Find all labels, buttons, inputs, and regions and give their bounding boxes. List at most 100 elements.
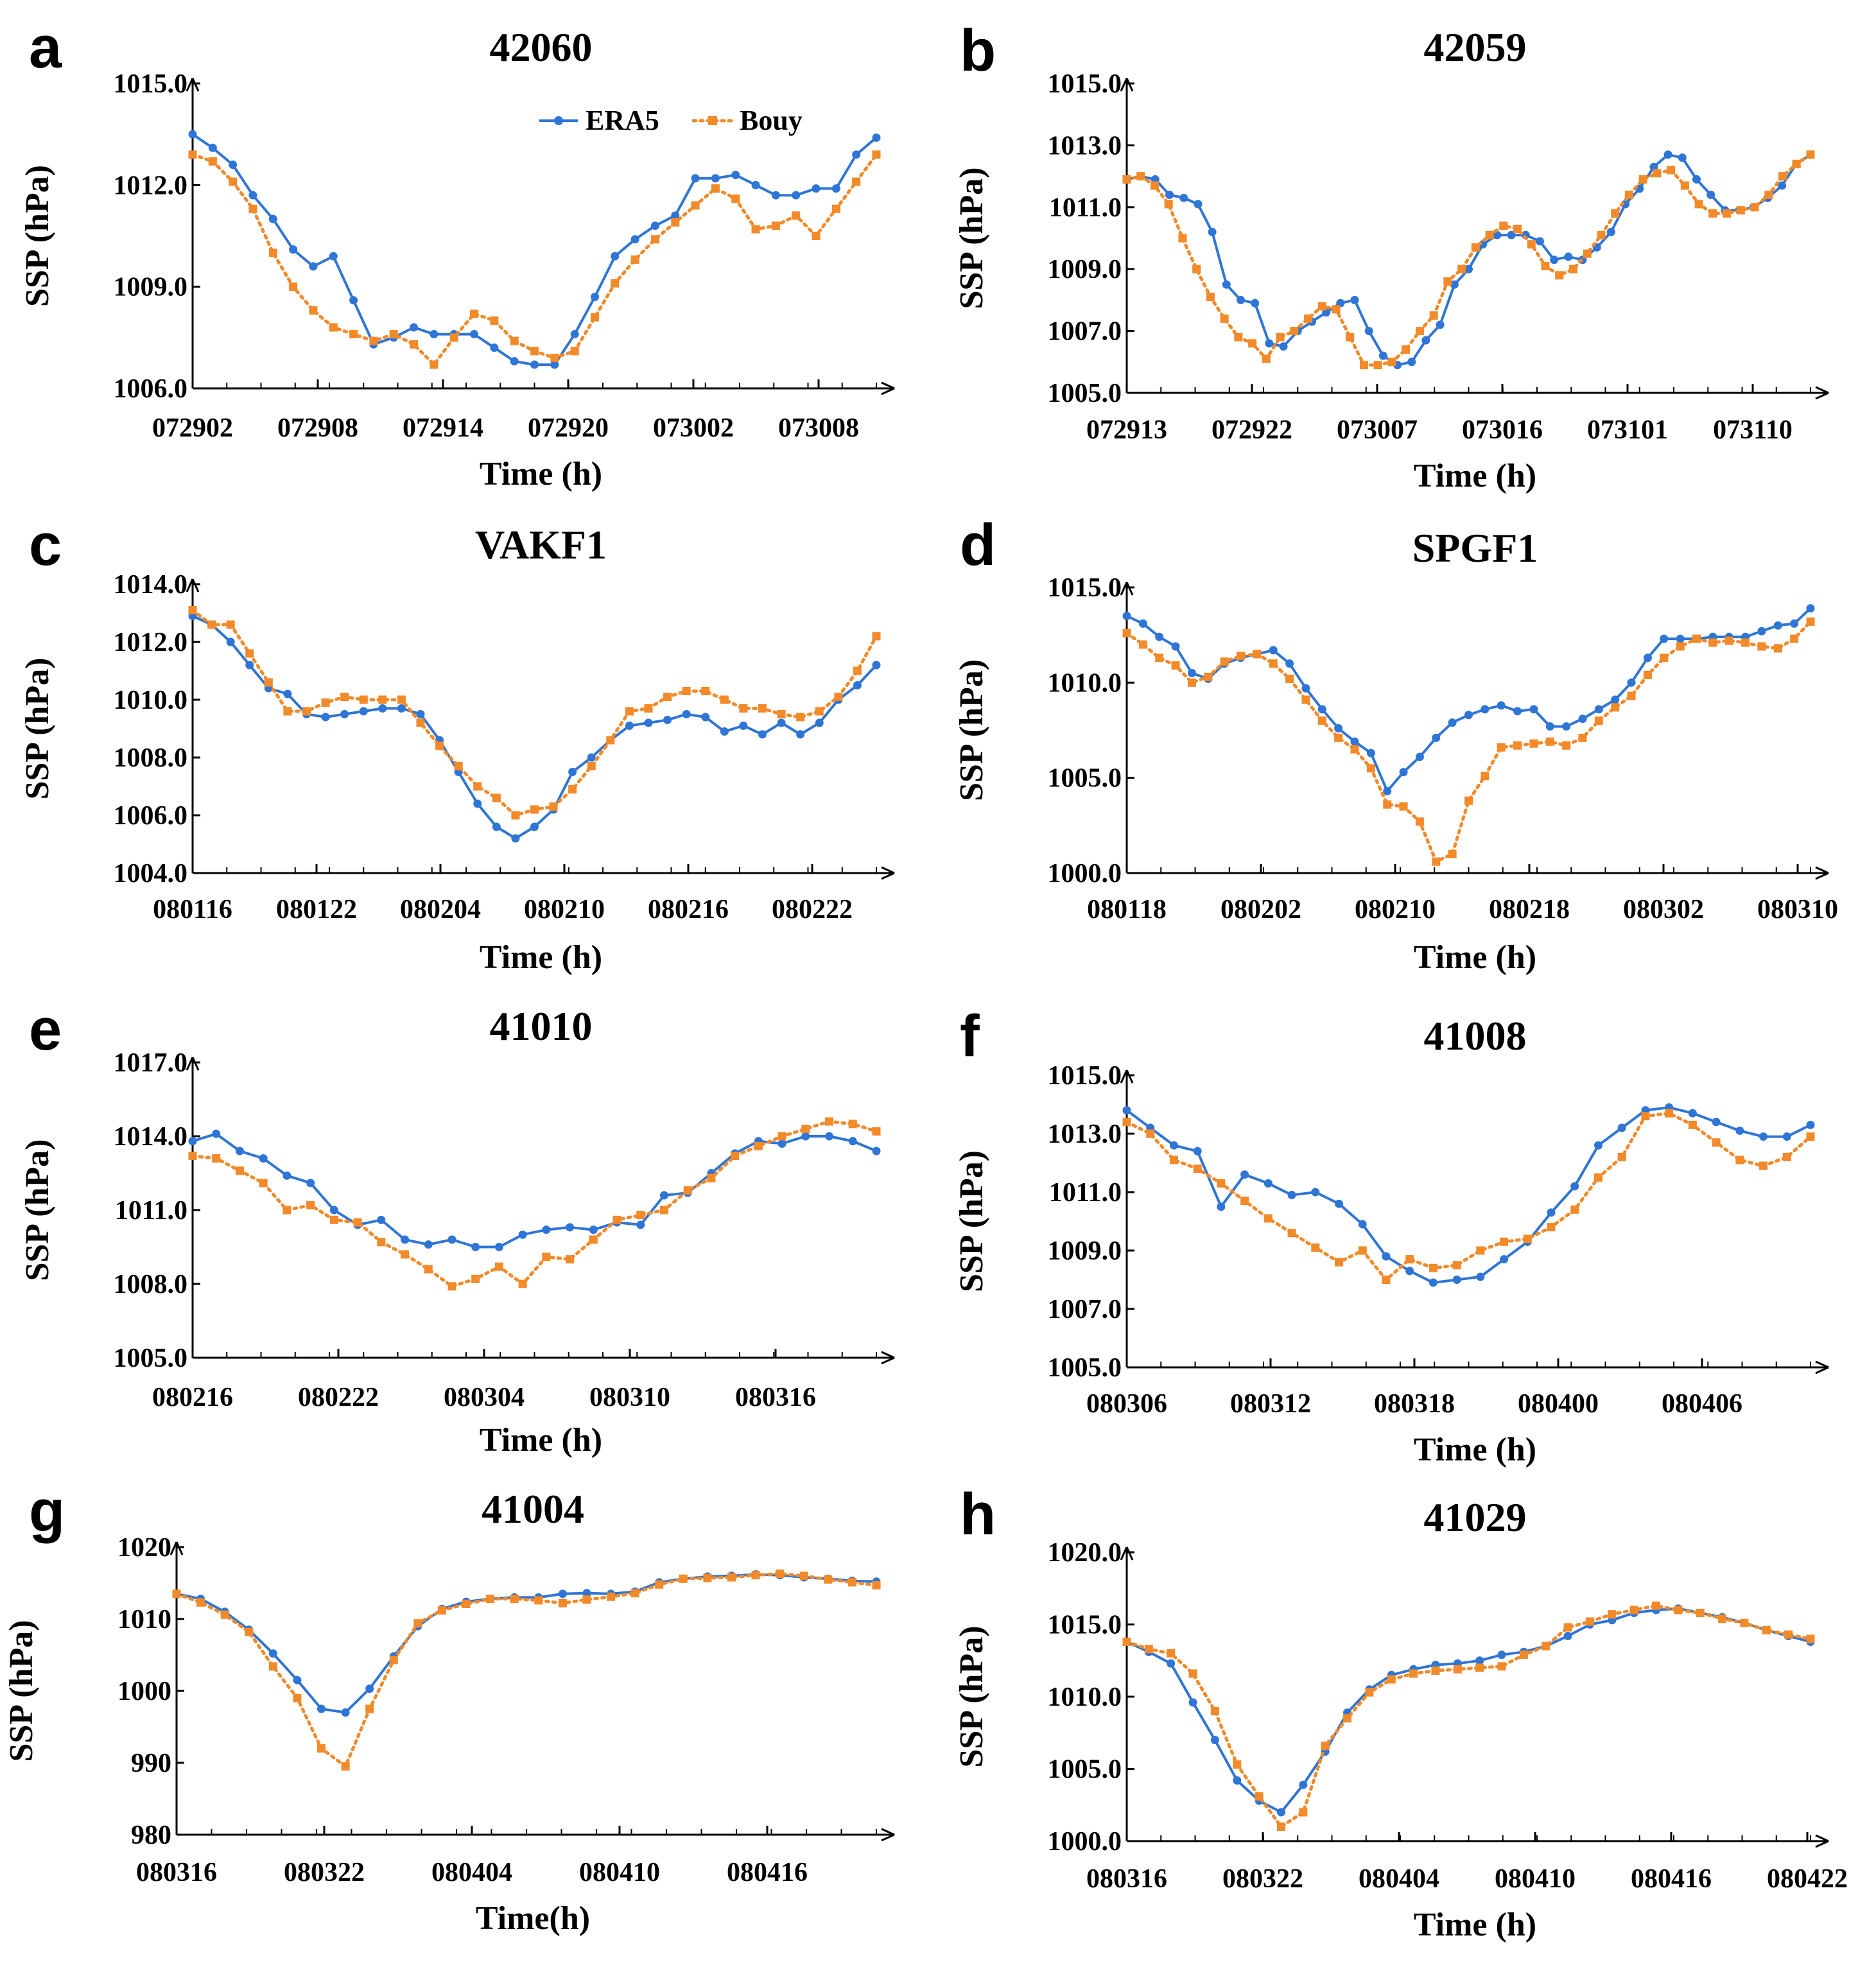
y-axis-arrow-icon (186, 1057, 200, 1071)
data-point-era5 (630, 235, 639, 244)
data-point-era5 (852, 150, 861, 159)
data-point-buoy (1578, 733, 1587, 742)
data-point-era5 (1617, 1123, 1626, 1132)
legend-label-era5: ERA5 (586, 105, 659, 136)
data-point-buoy (306, 1200, 315, 1209)
data-point-era5 (1335, 1199, 1344, 1208)
data-point-era5 (815, 718, 824, 727)
x-tick-label: 080302 (1623, 895, 1704, 924)
chart-panel-a: a 42060 1006.0 1009.0 1012.0 1015.0 072902 0729… (19, 15, 895, 492)
data-point-buoy (1237, 652, 1245, 661)
data-point-era5 (289, 245, 298, 254)
data-point-era5 (1407, 358, 1416, 367)
data-point-buoy (650, 235, 659, 244)
series-line-buoy (191, 1120, 878, 1288)
data-point-era5 (1806, 604, 1815, 613)
data-point-era5 (259, 1154, 268, 1163)
y-tick-label: 980 (131, 1821, 171, 1850)
data-point-buoy (1660, 654, 1669, 662)
data-point-buoy (1790, 634, 1799, 643)
x-axis-arrow-icon (881, 1351, 895, 1365)
series-line-buoy (175, 1571, 878, 1769)
data-point-buoy (1409, 1669, 1418, 1678)
data-point-buoy (1269, 659, 1278, 668)
data-point-buoy (397, 695, 406, 704)
data-point-buoy (1694, 200, 1703, 209)
data-point-era5 (212, 1129, 221, 1138)
y-axis-label: SSP (hPa) (19, 165, 56, 307)
data-point-buoy (416, 718, 425, 727)
y-tick-label: 1010 (117, 1605, 171, 1634)
data-point-era5 (1790, 619, 1799, 628)
y-axis-arrow-icon (1120, 78, 1134, 92)
x-tick-label: 080404 (431, 1858, 512, 1887)
data-point-buoy (1638, 175, 1647, 184)
data-point-buoy (1452, 1261, 1461, 1270)
data-point-era5 (691, 174, 700, 183)
data-point-era5 (1806, 1120, 1815, 1129)
data-point-buoy (777, 710, 786, 718)
data-point-era5 (1707, 191, 1715, 200)
y-tick-label: 1020 (117, 1533, 171, 1563)
y-axis-arrow-icon (1120, 1546, 1134, 1561)
data-point-buoy (1399, 802, 1408, 811)
data-point-buoy (1204, 672, 1213, 681)
data-point-buoy (1448, 849, 1457, 858)
data-point-buoy (1806, 1132, 1815, 1141)
y-axis-arrow-icon (1120, 582, 1134, 596)
chart-title-f: 41008 (1424, 1013, 1527, 1059)
data-point-buoy (1457, 264, 1466, 273)
data-point-buoy (1696, 1609, 1705, 1617)
series-line-buoy (191, 153, 878, 367)
panel-letter-d: d (960, 512, 996, 578)
x-tick-label: 072914 (403, 413, 483, 443)
y-tick-label: 1006.0 (114, 374, 188, 404)
data-point-era5 (530, 360, 539, 369)
data-point-buoy (1122, 175, 1131, 184)
data-point-era5 (1757, 627, 1766, 636)
data-point-buoy (462, 1599, 471, 1608)
data-point-era5 (518, 1230, 527, 1239)
y-tick-label: 1015.0 (1048, 69, 1122, 99)
x-axis-label: Time (h) (480, 939, 602, 976)
chart-panel-h: h 41029 1000.0 1005.0 1010.0 1015.0 1020.0 0803… (953, 1482, 1848, 1943)
data-point-era5 (1194, 200, 1203, 209)
data-point-era5 (378, 704, 387, 713)
data-point-era5 (1547, 1208, 1556, 1217)
data-point-era5 (1578, 714, 1587, 723)
data-point-era5 (226, 637, 235, 646)
data-point-era5 (341, 1708, 350, 1717)
data-point-buoy (1304, 314, 1313, 323)
x-tick-label: 073007 (1337, 415, 1418, 445)
data-point-buoy (1350, 745, 1359, 754)
data-point-buoy (494, 1262, 503, 1271)
data-point-era5 (568, 768, 577, 776)
y-tick-label: 1011.0 (1049, 1178, 1122, 1208)
data-point-buoy (655, 1580, 664, 1589)
data-point-buoy (570, 347, 579, 356)
data-point-buoy (549, 802, 558, 811)
data-point-buoy (1334, 733, 1343, 742)
data-point-buoy (1387, 1675, 1396, 1684)
data-point-buoy (226, 620, 235, 629)
data-point-era5 (1265, 339, 1274, 348)
data-point-era5 (447, 1235, 456, 1244)
data-point-era5 (777, 718, 786, 727)
data-point-era5 (720, 727, 729, 736)
data-point-era5 (1476, 1272, 1485, 1281)
data-point-buoy (1405, 1255, 1414, 1264)
y-axis-label: SSP (hPa) (3, 1620, 40, 1762)
x-tick-label: 080400 (1518, 1389, 1599, 1419)
data-point-era5 (511, 834, 520, 843)
series-buoy (188, 1117, 881, 1291)
data-point-era5 (1311, 1188, 1320, 1197)
data-point-era5 (492, 822, 501, 831)
data-point-era5 (1399, 768, 1408, 777)
data-point-buoy (758, 704, 767, 713)
data-point-buoy (727, 1573, 736, 1582)
data-point-buoy (1178, 234, 1187, 243)
y-tick-label: 1007.0 (1048, 1295, 1122, 1324)
data-point-era5 (283, 689, 292, 698)
data-point-era5 (1759, 1132, 1768, 1141)
data-point-era5 (739, 722, 748, 730)
